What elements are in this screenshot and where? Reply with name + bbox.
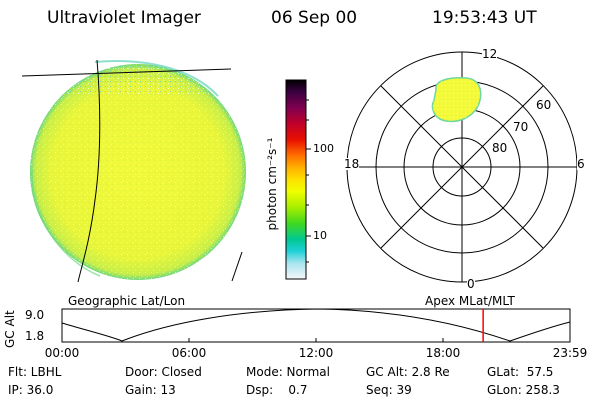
dsp-info: Dsp: 0.7 bbox=[246, 383, 308, 397]
mlt-label-18: 18 bbox=[344, 157, 360, 171]
seq-info: Seq: 39 bbox=[366, 383, 412, 397]
mlat-label-80: 80 bbox=[492, 141, 508, 155]
mlt-label-6: 6 bbox=[577, 157, 585, 171]
time-tick-0600: 06:00 bbox=[171, 346, 207, 360]
colorbar-tick-100: 100 bbox=[313, 142, 334, 155]
mlat-label-60: 60 bbox=[536, 98, 552, 112]
time-tick-0000: 00:00 bbox=[44, 346, 80, 360]
longitude-line bbox=[77, 59, 101, 283]
mlt-label-0: 0 bbox=[467, 277, 475, 291]
observation-date: 06 Sep 00 bbox=[271, 8, 358, 28]
door-info: Door: Closed bbox=[125, 365, 202, 379]
altitude-plot-frame bbox=[61, 308, 571, 343]
time-tick-2359: 23:59 bbox=[552, 346, 588, 360]
ip-info: IP: 36.0 bbox=[8, 383, 54, 397]
time-tick-1800: 18:00 bbox=[425, 346, 461, 360]
glon-info: GLon: 258.3 bbox=[487, 383, 560, 397]
mode-info: Mode: Normal bbox=[246, 365, 330, 379]
geographic-caption: Geographic Lat/Lon bbox=[68, 294, 186, 308]
mlt-label-12: 12 bbox=[482, 47, 498, 61]
glat-info: GLat: 57.5 bbox=[487, 365, 554, 379]
observation-time: 19:53:43 UT bbox=[432, 8, 537, 28]
longitude-line-edge bbox=[231, 251, 243, 282]
mlat-label-70: 70 bbox=[513, 120, 529, 134]
altitude-curve bbox=[61, 308, 571, 342]
latitude-line bbox=[21, 68, 232, 77]
altitude-tick-1.8: 1.8 bbox=[25, 329, 45, 343]
filter-info: Flt: LBHL bbox=[8, 365, 62, 379]
time-tick-1200: 12:00 bbox=[298, 346, 334, 360]
colorbar-tick-10: 10 bbox=[313, 229, 327, 242]
time-axis-ticks bbox=[61, 338, 571, 342]
gc-alt-info: GC Alt: 2.8 Re bbox=[366, 365, 450, 379]
earth-disk bbox=[30, 60, 248, 280]
altitude-tick-9: 9.0 bbox=[25, 308, 45, 322]
apex-caption: Apex MLat/MLT bbox=[425, 294, 515, 308]
auroral-oval-patch bbox=[431, 77, 482, 123]
instrument-title: Ultraviolet Imager bbox=[47, 8, 201, 28]
gain-info: Gain: 13 bbox=[125, 383, 176, 397]
